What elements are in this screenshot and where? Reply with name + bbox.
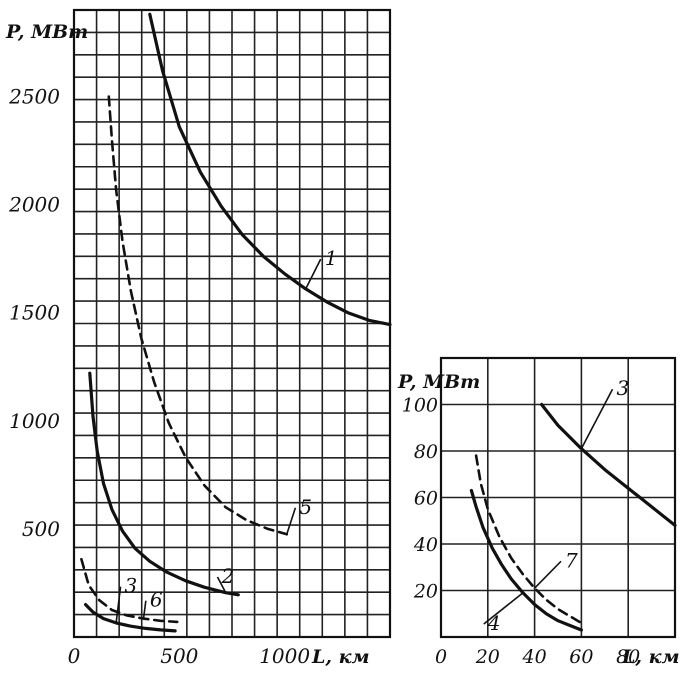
left-x-axis-label: L, км bbox=[311, 646, 370, 668]
right-y-axis-label: P, МВт bbox=[397, 371, 480, 393]
left-series-6-label: 6 bbox=[150, 588, 163, 612]
left-series-5-line bbox=[107, 95, 289, 536]
right-x-tick-label: 0 bbox=[435, 646, 447, 668]
left-series-2-line bbox=[88, 371, 240, 597]
right-y-tick-label: 40 bbox=[413, 534, 438, 556]
right-y-tick-label: 100 bbox=[402, 395, 438, 417]
left-series-1-label: 1 bbox=[325, 246, 338, 270]
right-series-3-leader bbox=[580, 388, 614, 450]
right-series-7-leader bbox=[534, 560, 562, 589]
left-series-6-leader bbox=[142, 600, 147, 619]
left-y-tick-label: 2000 bbox=[8, 193, 60, 217]
right-y-tick-label: 60 bbox=[414, 488, 438, 510]
left-series-3-label: 3 bbox=[125, 574, 138, 598]
left-x-tick-label: 1000 bbox=[259, 644, 310, 668]
right-x-tick-label: 20 bbox=[475, 646, 500, 668]
left-series-6-line bbox=[80, 557, 179, 624]
right-series-3-line bbox=[540, 402, 677, 527]
left-x-tick-label: 500 bbox=[160, 644, 198, 668]
right-plot-frame bbox=[439, 356, 677, 639]
left-y-tick-label: 1500 bbox=[9, 301, 60, 325]
left-series-2-label: 2 bbox=[220, 564, 234, 588]
left-y-tick-label: 2500 bbox=[8, 84, 60, 108]
right-series-7-label: 7 bbox=[565, 548, 578, 572]
left-series-2-leader bbox=[216, 576, 227, 594]
left-y-tick-label: 1000 bbox=[9, 409, 60, 433]
right-y-tick-label: 20 bbox=[413, 581, 438, 603]
left-series-5-label: 5 bbox=[299, 495, 312, 519]
left-series-3-leader bbox=[115, 586, 122, 624]
right-series-4-line bbox=[469, 488, 583, 632]
right-series-4-label: 4 bbox=[487, 611, 501, 635]
right-series-7-line bbox=[474, 454, 583, 625]
left-series-5-leader bbox=[286, 507, 297, 535]
right-series-4-leader bbox=[483, 592, 524, 625]
right-x-tick-label: 80 bbox=[616, 646, 640, 668]
right-y-tick-label: 80 bbox=[414, 441, 438, 463]
right-grid bbox=[441, 358, 675, 637]
right-x-axis-label: L, км bbox=[621, 646, 680, 668]
right-x-tick-label: 60 bbox=[569, 646, 593, 668]
left-series-1-line bbox=[148, 12, 392, 327]
right-series-3-label: 3 bbox=[617, 376, 630, 400]
left-x-tick-label: 0 bbox=[68, 644, 81, 668]
left-y-axis-label: P, МВт bbox=[5, 21, 88, 43]
right-x-tick-label: 40 bbox=[522, 646, 547, 668]
left-series-3-line bbox=[84, 603, 177, 633]
left-series-1-leader bbox=[305, 258, 322, 290]
left-chart: 0 500 1000 500 1000 1500 2000 2500 P, МВт L, км 1 5… bbox=[5, 8, 392, 668]
left-y-tick-label: 500 bbox=[22, 517, 60, 541]
left-grid bbox=[74, 10, 390, 637]
